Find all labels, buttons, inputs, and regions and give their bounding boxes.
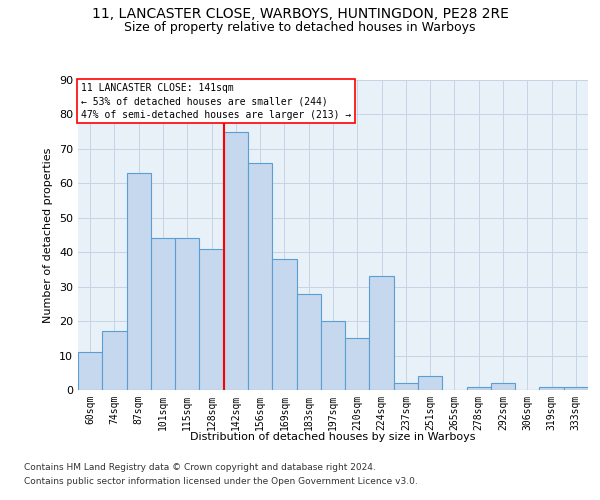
Bar (491, 383, 515, 390)
Text: 11 LANCASTER CLOSE: 141sqm
← 53% of detached houses are smaller (244)
47% of sem: 11 LANCASTER CLOSE: 141sqm ← 53% of deta… (80, 83, 351, 120)
Bar (199, 249, 224, 390)
Bar (539, 386, 564, 390)
Text: 11, LANCASTER CLOSE, WARBOYS, HUNTINGDON, PE28 2RE: 11, LANCASTER CLOSE, WARBOYS, HUNTINGDON… (92, 8, 508, 22)
Bar (418, 376, 442, 390)
Bar (175, 238, 199, 390)
Text: Distribution of detached houses by size in Warboys: Distribution of detached houses by size … (190, 432, 476, 442)
Text: Size of property relative to detached houses in Warboys: Size of property relative to detached ho… (124, 21, 476, 34)
Bar (296, 294, 321, 390)
Bar (151, 238, 175, 390)
Bar (564, 386, 588, 390)
Bar (78, 352, 102, 390)
Bar (394, 383, 418, 390)
Bar (224, 132, 248, 390)
Bar (248, 162, 272, 390)
Bar (127, 173, 151, 390)
Y-axis label: Number of detached properties: Number of detached properties (43, 148, 53, 322)
Bar (370, 276, 394, 390)
Bar (102, 332, 127, 390)
Text: Contains HM Land Registry data © Crown copyright and database right 2024.: Contains HM Land Registry data © Crown c… (24, 464, 376, 472)
Bar (321, 321, 345, 390)
Bar (272, 259, 296, 390)
Text: Contains public sector information licensed under the Open Government Licence v3: Contains public sector information licen… (24, 477, 418, 486)
Bar (345, 338, 370, 390)
Bar (467, 386, 491, 390)
